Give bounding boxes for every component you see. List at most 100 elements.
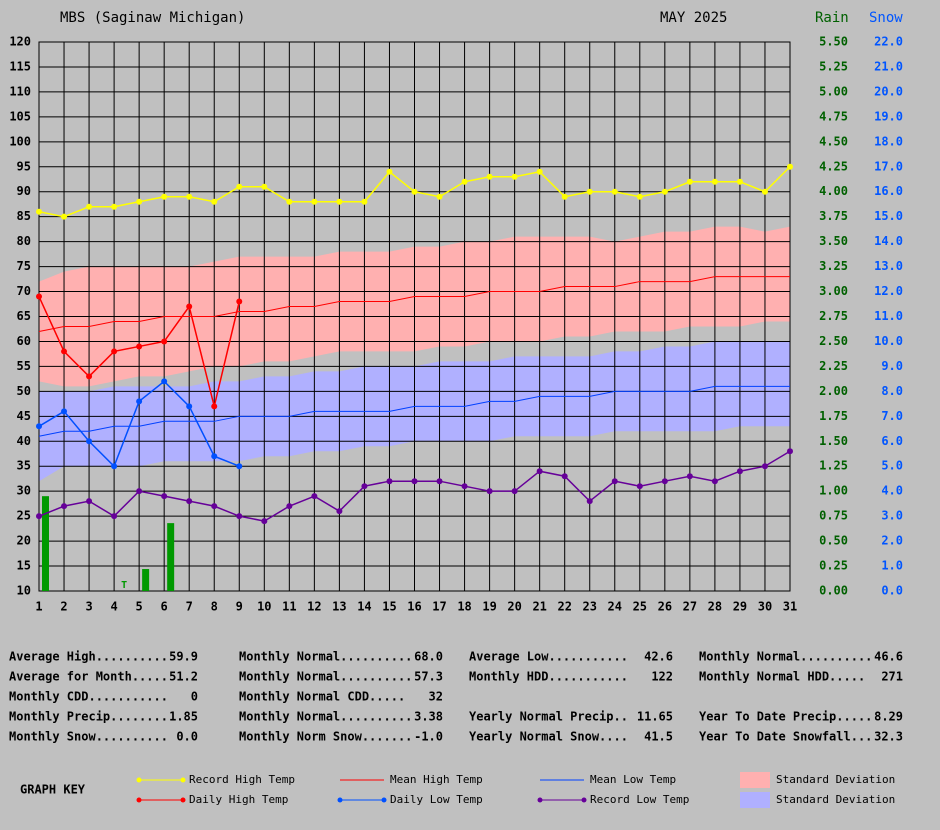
- y-tick-label: 65: [17, 309, 31, 323]
- series-marker: [236, 513, 243, 520]
- y-tick-label: 85: [17, 209, 31, 223]
- snow-tick-label: 13.0: [874, 259, 903, 273]
- series-line: [38, 276, 790, 332]
- rain-tick-label: 0.50: [819, 534, 848, 548]
- rain-tick-label: 3.00: [819, 284, 848, 298]
- snow-tick-label: 14.0: [874, 234, 903, 248]
- series-marker: [186, 193, 193, 200]
- series-marker: [611, 188, 618, 195]
- series-marker: [361, 198, 368, 205]
- stat-value: -1.0: [414, 730, 443, 744]
- stat-label: Monthly HDD...........: [469, 670, 628, 684]
- x-tick-label: 27: [683, 600, 697, 614]
- y-tick-label: 95: [17, 159, 31, 173]
- series-marker: [711, 478, 718, 485]
- y-tick-label: 15: [17, 559, 31, 573]
- snow-axis-label: Snow: [869, 10, 903, 26]
- series-marker: [311, 198, 318, 205]
- x-tick-label: 2: [60, 600, 67, 614]
- x-tick-label: 4: [110, 600, 117, 614]
- stat-value: 0: [191, 690, 198, 704]
- x-tick-label: 23: [583, 600, 597, 614]
- snow-tick-label: 7.0: [881, 409, 903, 423]
- series-marker: [136, 198, 143, 205]
- series-marker: [486, 173, 493, 180]
- series-marker: [586, 498, 593, 505]
- x-tick-label: 28: [708, 600, 722, 614]
- series-marker: [636, 193, 643, 200]
- x-tick-label: 5: [136, 600, 143, 614]
- snow-tick-label: 1.0: [881, 559, 903, 573]
- stat-value: 11.65: [637, 710, 673, 724]
- series-marker: [736, 178, 743, 185]
- key-label: Daily High Temp: [189, 793, 288, 806]
- stat-value: 3.38: [414, 710, 443, 724]
- x-tick-label: 14: [357, 600, 371, 614]
- x-tick-label: 31: [783, 600, 797, 614]
- stat-value: 0.0: [176, 730, 198, 744]
- series-marker: [611, 478, 618, 485]
- key-swatch: [740, 792, 770, 808]
- y-tick-label: 120: [9, 35, 31, 49]
- series-marker: [336, 508, 343, 515]
- series-marker: [236, 183, 243, 190]
- series-marker: [111, 203, 118, 210]
- x-tick-label: 11: [282, 600, 296, 614]
- y-tick-label: 50: [17, 384, 31, 398]
- snow-tick-label: 21.0: [874, 59, 903, 73]
- series-marker: [136, 488, 143, 495]
- series-marker: [436, 193, 443, 200]
- stat-value: 51.2: [169, 670, 198, 684]
- snow-tick-label: 22.0: [874, 35, 903, 49]
- stat-value: 46.6: [874, 650, 903, 664]
- x-tick-label: 17: [432, 600, 446, 614]
- x-tick-label: 26: [658, 600, 672, 614]
- rain-bar: [42, 496, 49, 591]
- snow-tick-label: 4.0: [881, 484, 903, 498]
- x-tick-label: 29: [733, 600, 747, 614]
- stat-value: 41.5: [644, 730, 673, 744]
- series-marker: [286, 503, 293, 510]
- key-label: Standard Deviation: [776, 773, 895, 786]
- snow-tick-label: 17.0: [874, 159, 903, 173]
- key-marker: [136, 777, 142, 783]
- rain-tick-label: 0.00: [819, 584, 848, 598]
- snow-tick-label: 5.0: [881, 459, 903, 473]
- series-marker: [36, 423, 42, 430]
- series-marker: [486, 488, 493, 495]
- series-marker: [186, 303, 193, 310]
- key-label: Mean High Temp: [390, 773, 483, 786]
- plot-border: [38, 41, 791, 592]
- rain-tick-label: 0.75: [819, 509, 848, 523]
- series-marker: [36, 513, 42, 520]
- key-label: Standard Deviation: [776, 793, 895, 806]
- series-marker: [261, 518, 268, 525]
- x-tick-label: 30: [758, 600, 772, 614]
- series-marker: [61, 213, 68, 220]
- x-tick-label: 21: [532, 600, 546, 614]
- series-marker: [787, 448, 793, 455]
- snow-tick-label: 10.0: [874, 334, 903, 348]
- snow-tick-label: 2.0: [881, 534, 903, 548]
- rain-tick-label: 4.25: [819, 159, 848, 173]
- chart-title: MBS (Saginaw Michigan): [60, 10, 245, 26]
- x-tick-label: 15: [382, 600, 396, 614]
- snow-tick-label: 3.0: [881, 509, 903, 523]
- series-marker: [161, 338, 168, 345]
- x-tick-label: 9: [236, 600, 243, 614]
- rain-tick-label: 3.50: [819, 234, 848, 248]
- key-label: Daily Low Temp: [390, 793, 483, 806]
- key-marker: [581, 797, 587, 803]
- rain-tick-label: 2.75: [819, 309, 848, 323]
- series-marker: [61, 408, 68, 415]
- key-marker: [180, 797, 186, 803]
- series-marker: [111, 463, 118, 470]
- series-marker: [511, 488, 518, 495]
- series-marker: [61, 503, 68, 510]
- key-label: Record Low Temp: [590, 793, 689, 806]
- series-marker: [361, 483, 368, 490]
- rain-tick-label: 2.50: [819, 334, 848, 348]
- x-tick-label: 12: [307, 600, 321, 614]
- series-marker: [211, 453, 218, 460]
- series-marker: [61, 348, 68, 355]
